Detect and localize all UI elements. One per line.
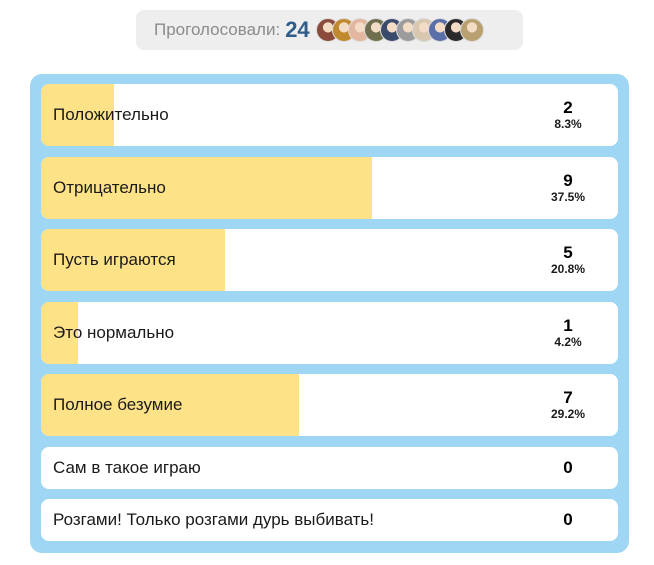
poll-option-3-label: Пусть играются — [53, 229, 176, 291]
poll-option-1[interactable]: Положительно 2 8.3% — [41, 84, 618, 146]
poll-option-4[interactable]: Это нормально 1 4.2% — [41, 302, 618, 364]
poll-option-4-percent: 4.2% — [554, 336, 581, 349]
poll-option-1-count: 2 — [563, 99, 572, 117]
voter-avatars[interactable] — [316, 18, 484, 42]
poll-option-2-percent: 37.5% — [551, 191, 585, 204]
poll-option-5-stats: 7 29.2% — [538, 374, 598, 436]
poll-option-2[interactable]: Отрицательно 9 37.5% — [41, 157, 618, 219]
poll-option-5-percent: 29.2% — [551, 408, 585, 421]
poll-option-2-label: Отрицательно — [53, 157, 166, 219]
poll-option-4-stats: 1 4.2% — [538, 302, 598, 364]
poll-option-5-label: Полное безумие — [53, 374, 182, 436]
poll-option-1-percent: 8.3% — [554, 118, 581, 131]
poll-option-1-stats: 2 8.3% — [538, 84, 598, 146]
poll-option-2-count: 9 — [563, 172, 572, 190]
poll-option-3-stats: 5 20.8% — [538, 229, 598, 291]
poll-results: Положительно 2 8.3% Отрицательно 9 37.5%… — [30, 74, 629, 553]
poll-option-3[interactable]: Пусть играются 5 20.8% — [41, 229, 618, 291]
poll-option-6[interactable]: Сам в такое играю 0 — [41, 447, 618, 489]
poll-option-5-count: 7 — [563, 389, 572, 407]
voters-label: Проголосовали: — [154, 20, 280, 40]
poll-option-5[interactable]: Полное безумие 7 29.2% — [41, 374, 618, 436]
voters-count: 24 — [285, 17, 309, 43]
voters-summary[interactable]: Проголосовали: 24 — [136, 10, 523, 50]
poll-option-3-count: 5 — [563, 244, 572, 262]
poll-option-4-label: Это нормально — [53, 302, 174, 364]
poll-option-7-label: Розгами! Только розгами дурь выбивать! — [53, 499, 374, 541]
poll-option-6-count: 0 — [563, 459, 572, 477]
poll-option-7-count: 0 — [563, 511, 572, 529]
poll-option-1-label: Положительно — [53, 84, 169, 146]
poll-option-3-percent: 20.8% — [551, 263, 585, 276]
poll-option-6-label: Сам в такое играю — [53, 447, 201, 489]
poll-option-7[interactable]: Розгами! Только розгами дурь выбивать! 0 — [41, 499, 618, 541]
voter-avatar-10[interactable] — [460, 18, 484, 42]
poll-option-6-stats: 0 — [538, 447, 598, 489]
poll-option-4-count: 1 — [563, 317, 572, 335]
poll-option-2-stats: 9 37.5% — [538, 157, 598, 219]
poll-option-7-stats: 0 — [538, 499, 598, 541]
